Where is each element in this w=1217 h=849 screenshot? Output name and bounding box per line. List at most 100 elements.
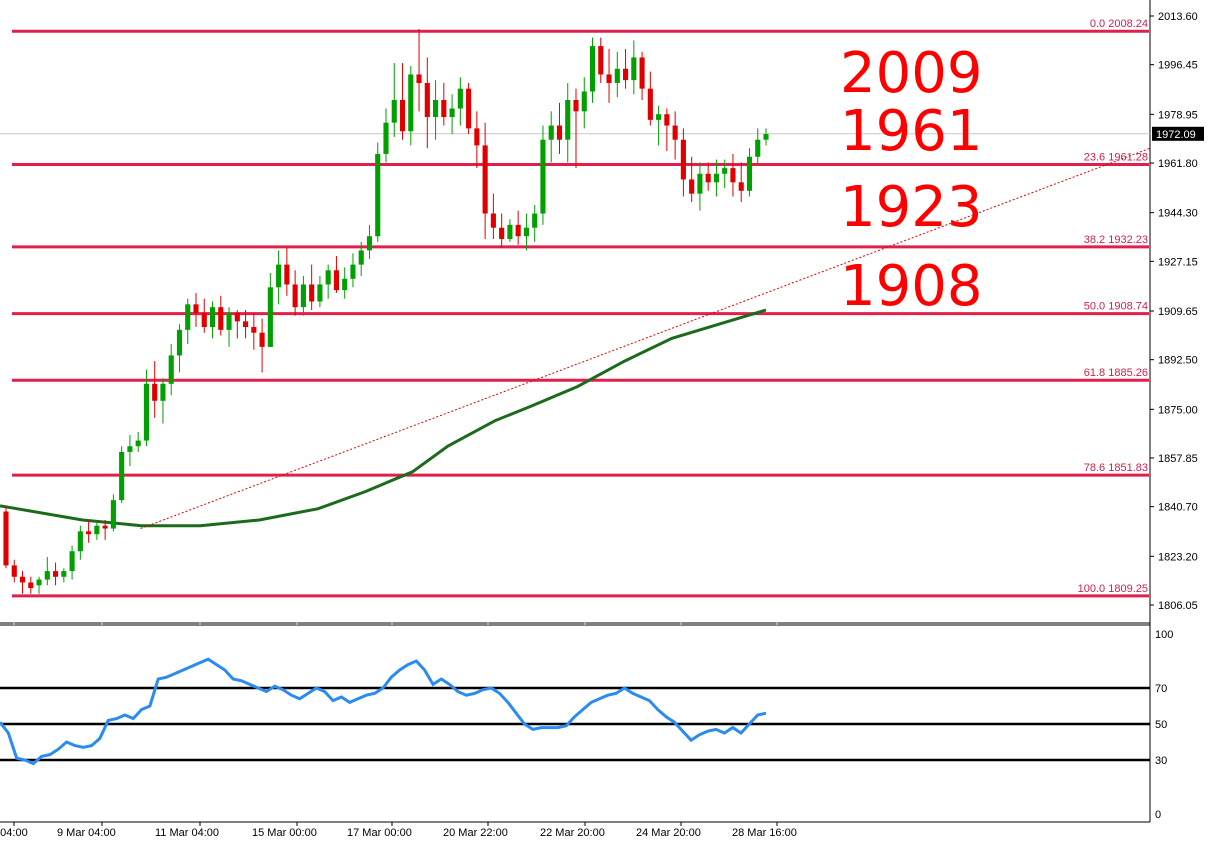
candle-body (28, 582, 34, 589)
candle-body (598, 46, 604, 75)
candle-body (383, 122, 389, 154)
candle-body (86, 531, 92, 535)
candle-body (763, 134, 769, 140)
candle-body (226, 312, 232, 330)
fib-level-label: 100.0 1809.25 (1078, 583, 1148, 595)
candle-body (565, 100, 571, 140)
candle-body (548, 125, 554, 140)
candle-body (61, 571, 67, 577)
candle-body (738, 182, 744, 191)
candle-body (474, 128, 480, 146)
candle-body (143, 383, 149, 441)
candle-body (44, 571, 50, 580)
candle-body (449, 108, 455, 118)
candle-body (160, 383, 166, 401)
time-tick-label: 20 Mar 22:00 (443, 827, 508, 839)
time-tick-label: 15 Mar 00:00 (252, 827, 317, 839)
candle-body (292, 284, 298, 308)
candle-body (755, 139, 761, 157)
candle-body (416, 74, 422, 83)
candle-body (746, 156, 753, 191)
candle-body (119, 451, 125, 501)
price-annotation: 1923 (840, 175, 983, 240)
candle-body (243, 321, 249, 328)
candle-body (722, 168, 728, 174)
rsi-tick-label: 30 (1155, 755, 1167, 767)
candle-body (300, 284, 306, 308)
price-tick-label: 1806.05 (1158, 600, 1198, 612)
candle-body (375, 153, 381, 237)
candle-body (457, 88, 463, 109)
candle-body (325, 270, 331, 285)
candle-body (606, 74, 612, 83)
price-tick-label: 1961.80 (1158, 158, 1198, 170)
fib-level-label: 78.6 1851.83 (1084, 462, 1148, 474)
candle-body (267, 287, 273, 347)
fib-level-label: 38.2 1932.23 (1084, 234, 1148, 246)
time-tick-label: 22 Mar 20:00 (540, 827, 605, 839)
candle-body (623, 68, 629, 81)
candle-body (350, 264, 356, 279)
candle-body (433, 100, 439, 118)
candle-body (201, 312, 207, 328)
candle-body (656, 114, 662, 120)
candle-body (399, 100, 406, 132)
candles (3, 29, 769, 594)
time-tick-label: 11 Mar 04:00 (155, 827, 219, 839)
price-tick-label: 1875.00 (1158, 404, 1198, 416)
candle-body (581, 91, 587, 112)
candle-body (110, 500, 116, 529)
candle-body (3, 511, 9, 566)
price-tick-label: 1978.95 (1158, 109, 1198, 121)
time-axis: 7 Mar 04:00 9 Mar 04:00 11 Mar 04:00 15 Mar… (0, 822, 797, 839)
candle-body (697, 173, 703, 194)
candle-body (523, 227, 529, 237)
price-tick-label: 1996.45 (1158, 60, 1198, 72)
current-price-label: 1972.09 (1156, 129, 1196, 141)
candle-body (664, 114, 670, 126)
fib-level-label: 61.8 1885.26 (1084, 367, 1148, 379)
candle-body (53, 571, 59, 577)
price-tick-label: 1857.85 (1158, 453, 1198, 465)
candle-body (672, 125, 678, 140)
candle-body (259, 332, 265, 347)
grid-layer (0, 0, 1151, 823)
candle-body (556, 125, 563, 140)
moving-average (0, 308, 767, 528)
price-annotation: 1908 (840, 254, 983, 319)
candle-body (94, 525, 100, 535)
candle-body (19, 576, 26, 583)
candle-body (713, 173, 719, 183)
rsi-level-box (1152, 753, 1170, 767)
candle-body (309, 284, 315, 302)
candle-body (317, 284, 323, 302)
candle-body (36, 579, 42, 586)
price-axis: 2013.60 1996.45 1978.95 1961.80 1944.30 1927.… (1150, 11, 1204, 612)
candle-body (499, 227, 505, 240)
candle-body (680, 139, 686, 180)
price-tick-label: 1840.70 (1158, 502, 1198, 514)
candle-body (441, 100, 447, 118)
candle-body (614, 68, 620, 83)
candle-body (152, 383, 158, 401)
rsi-level-box (1152, 681, 1170, 695)
time-tick-label: 24 Mar 20:00 (636, 827, 701, 839)
candle-body (276, 264, 282, 288)
rsi-tick-label: 70 (1155, 683, 1167, 695)
candle-body (589, 46, 596, 92)
candle-body (284, 264, 290, 285)
candle-body (77, 531, 83, 552)
candle-body (176, 329, 183, 356)
rsi-level-box (1152, 717, 1170, 731)
candle-body (466, 88, 472, 129)
candle-body (573, 100, 579, 112)
time-tick-label: 9 Mar 04:00 (57, 827, 116, 839)
price-tick-label: 1823.20 (1158, 551, 1198, 563)
current-price-box (1152, 126, 1204, 141)
candle-body (482, 145, 488, 214)
fib-level-label: 50.0 1908.74 (1084, 301, 1148, 313)
candle-body (631, 57, 637, 81)
fib-level-label: 0.0 2008.24 (1090, 18, 1148, 30)
time-tick-label: 28 Mar 16:00 (732, 827, 797, 839)
